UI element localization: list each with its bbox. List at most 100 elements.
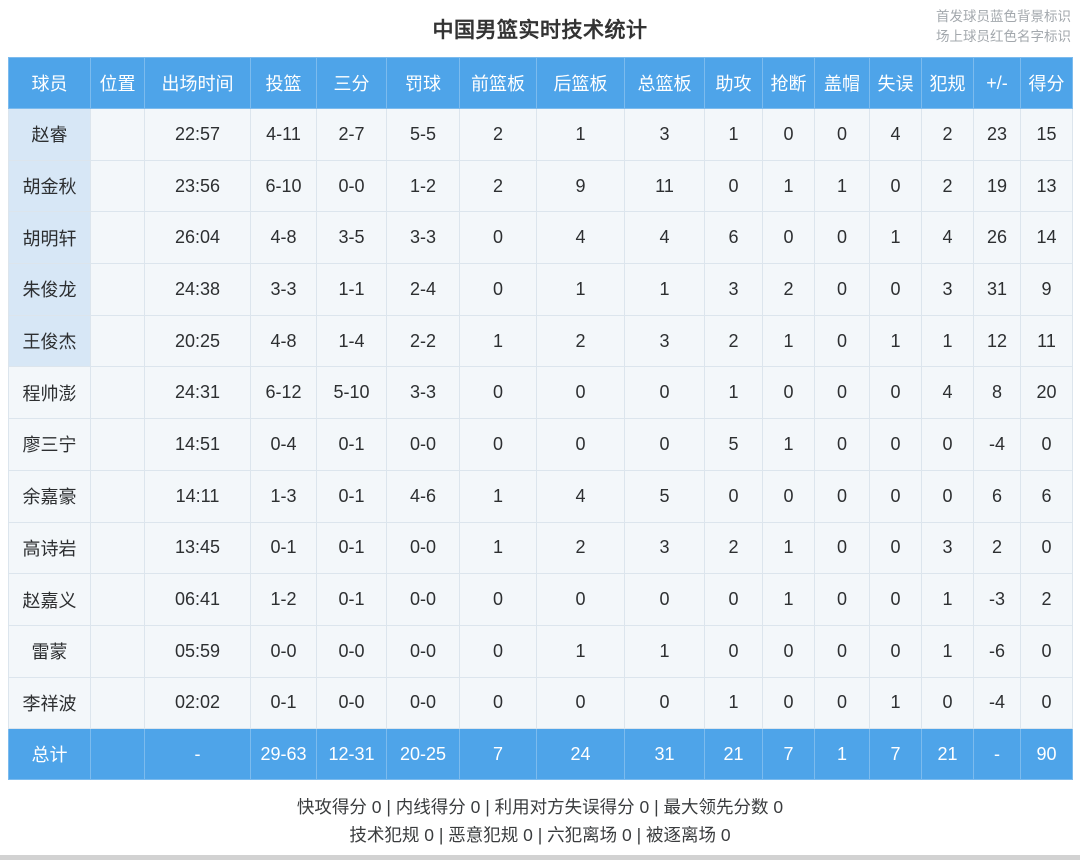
stat-cell: 0 — [459, 366, 537, 420]
totals-stat-cell: 1 — [814, 728, 870, 781]
stat-cell: 1 — [762, 573, 815, 626]
summary-line-2: 技术犯规 0 | 恶意犯规 0 | 六犯离场 0 | 被逐离场 0 — [349, 825, 731, 846]
player-name-cell: 胡金秋 — [8, 159, 91, 213]
stat-cell: 2 — [704, 314, 763, 368]
stat-cell — [90, 624, 145, 678]
stat-cell: 1 — [459, 521, 537, 575]
stat-cell: 0-4 — [250, 418, 317, 471]
stat-cell: 0 — [762, 366, 815, 420]
stat-cell: 0 — [814, 573, 870, 626]
stat-cell: 6 — [1020, 469, 1073, 523]
stat-cell: 0 — [762, 676, 815, 730]
column-header: 三分 — [316, 57, 387, 109]
stat-cell: 0 — [814, 521, 870, 575]
stat-cell: 4-8 — [250, 314, 317, 368]
stat-cell: 12 — [973, 314, 1021, 368]
stat-cell: 3 — [704, 263, 763, 316]
player-rows: 赵睿 22:57 4-11 2-7 5-5 2 1 3 1 0 0 4 2 23 15 胡金秋 23:56 6-1… — [8, 108, 1073, 730]
stat-cell: 4 — [624, 211, 705, 265]
stat-cell: 1-2 — [386, 159, 460, 213]
stat-cell: 02:02 — [144, 676, 251, 730]
stat-cell: 0 — [762, 108, 815, 161]
stat-cell: 14:11 — [144, 469, 251, 523]
totals-stat-cell: 21 — [704, 728, 763, 781]
stat-cell: 3 — [921, 263, 974, 316]
legend-notes: 首发球员蓝色背景标识 场上球员红色名字标识 — [936, 7, 1071, 47]
column-header: 犯规 — [921, 57, 974, 109]
stat-cell: 0 — [704, 469, 763, 523]
column-header: 位置 — [90, 57, 145, 109]
stat-cell: 4 — [921, 211, 974, 265]
stat-cell: 2 — [1020, 573, 1073, 626]
stat-cell: 0 — [762, 469, 815, 523]
stat-cell: 22:57 — [144, 108, 251, 161]
stat-cell: 0-1 — [250, 676, 317, 730]
stat-cell: 0 — [624, 366, 705, 420]
stat-cell: 2 — [921, 159, 974, 213]
column-header: 得分 — [1020, 57, 1073, 109]
stat-cell: 1 — [921, 624, 974, 678]
stat-cell: 05:59 — [144, 624, 251, 678]
stat-cell — [90, 263, 145, 316]
stat-cell: 5-10 — [316, 366, 387, 420]
stat-cell: 13:45 — [144, 521, 251, 575]
player-name-cell: 赵嘉义 — [8, 573, 91, 626]
stat-cell: 20:25 — [144, 314, 251, 368]
stat-cell: 0 — [536, 418, 625, 471]
player-row: 廖三宁 14:51 0-4 0-1 0-0 0 0 0 5 1 0 0 0 -4 0 — [8, 418, 1073, 471]
player-row: 高诗岩 13:45 0-1 0-1 0-0 1 2 3 2 1 0 0 3 2 0 — [8, 521, 1073, 575]
stat-cell: 1-4 — [316, 314, 387, 368]
stat-cell: 6-12 — [250, 366, 317, 420]
stat-cell: 23:56 — [144, 159, 251, 213]
stat-cell: 1 — [814, 159, 870, 213]
stat-cell: 2 — [762, 263, 815, 316]
stat-cell: 0 — [704, 624, 763, 678]
stat-cell: 0 — [762, 211, 815, 265]
page-title: 中国男篮实时技术统计 — [432, 18, 648, 42]
column-header: 前篮板 — [459, 57, 537, 109]
stat-cell: 0 — [536, 573, 625, 626]
stat-cell: 0 — [536, 676, 625, 730]
stat-cell: 6 — [973, 469, 1021, 523]
stat-cell: 0-0 — [316, 624, 387, 678]
stat-cell: 3-3 — [386, 366, 460, 420]
stat-cell: 0 — [704, 159, 763, 213]
stat-cell: 0-1 — [316, 469, 387, 523]
stat-cell: 0 — [869, 159, 922, 213]
stat-cell: 0-1 — [316, 418, 387, 471]
stat-cell: 0 — [921, 676, 974, 730]
stat-cell: 0 — [921, 469, 974, 523]
stat-cell: 0 — [814, 366, 870, 420]
totals-stat-cell: - — [144, 728, 251, 781]
stat-cell: 0-1 — [250, 521, 317, 575]
stat-cell: 26:04 — [144, 211, 251, 265]
stat-cell: 5 — [624, 469, 705, 523]
totals-stat-cell: - — [973, 728, 1021, 781]
stat-cell: 4-8 — [250, 211, 317, 265]
stat-cell: 2 — [536, 521, 625, 575]
stat-cell: 0 — [814, 211, 870, 265]
stat-cell: 0 — [459, 676, 537, 730]
column-header: 抢断 — [762, 57, 815, 109]
totals-stat-cell: 90 — [1020, 728, 1073, 781]
player-name-cell: 程帅澎 — [8, 366, 91, 420]
stat-cell: 0-0 — [250, 624, 317, 678]
stat-cell: 1 — [704, 676, 763, 730]
stat-cell: 1 — [762, 521, 815, 575]
stat-cell: 0 — [624, 418, 705, 471]
stat-cell: 13 — [1020, 159, 1073, 213]
stat-cell: 0 — [459, 418, 537, 471]
stat-cell: 2 — [704, 521, 763, 575]
stat-cell: 4-6 — [386, 469, 460, 523]
stat-cell: 0 — [814, 676, 870, 730]
stat-cell: 0 — [869, 263, 922, 316]
stat-cell: 0-0 — [386, 521, 460, 575]
stat-cell: 24:38 — [144, 263, 251, 316]
stat-cell: 26 — [973, 211, 1021, 265]
stat-cell: 0 — [536, 366, 625, 420]
totals-stat-cell: 31 — [624, 728, 705, 781]
stat-cell: 1 — [624, 263, 705, 316]
stat-cell: 4 — [921, 366, 974, 420]
stat-cell: 31 — [973, 263, 1021, 316]
stat-cell: 0 — [869, 624, 922, 678]
